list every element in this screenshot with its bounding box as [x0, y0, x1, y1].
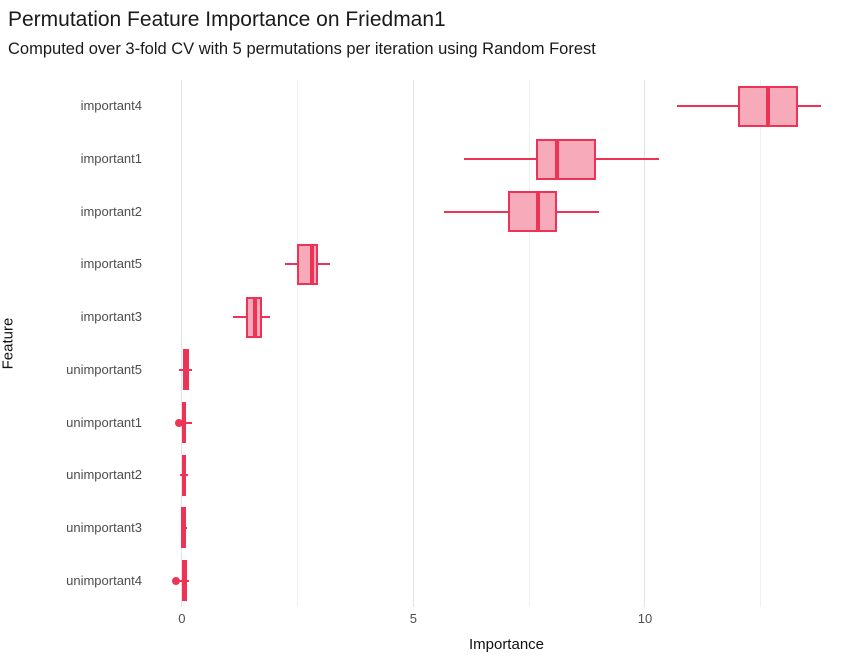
boxplot-outlier [174, 418, 183, 427]
boxplot-box [536, 138, 597, 180]
chart-title: Permutation Feature Importance on Friedm… [8, 8, 446, 31]
boxplot-median [182, 560, 187, 602]
y-tick-label: unimportant2 [66, 467, 142, 483]
y-tick-label: unimportant3 [66, 519, 142, 535]
y-tick-label: important1 [80, 151, 142, 167]
boxplot-median [183, 349, 188, 391]
boxplot-box [296, 243, 318, 285]
y-tick-label: unimportant1 [66, 414, 142, 430]
x-axis-title: Importance [468, 636, 545, 653]
plot-panel [155, 80, 858, 607]
y-tick-label: important3 [80, 309, 142, 325]
y-tick-label: unimportant4 [66, 572, 142, 588]
y-tick-label: important4 [80, 98, 142, 114]
boxplot-median [253, 296, 258, 338]
boxplot-outlier [172, 576, 181, 585]
x-tick-label: 0 [178, 611, 186, 626]
boxplot-median [765, 85, 770, 127]
boxplot-median [309, 243, 314, 285]
y-tick-label: important5 [80, 256, 142, 272]
gridline-minor [528, 80, 530, 607]
chart-subtitle: Computed over 3-fold CV with 5 permutati… [8, 40, 596, 58]
x-tick-label: 5 [409, 611, 418, 626]
y-axis-title: Feature [0, 317, 17, 370]
boxplot-median [181, 507, 186, 549]
boxplot-box [508, 191, 557, 233]
boxplot-median [182, 454, 187, 496]
x-tick-label: 10 [637, 611, 653, 626]
boxplot-median [536, 191, 541, 233]
gridline-minor [760, 80, 762, 607]
gridline-major [412, 80, 414, 607]
boxplot-median [182, 402, 187, 444]
boxplot-median [554, 138, 559, 180]
gridline-major [181, 80, 183, 607]
y-tick-label: important2 [80, 203, 142, 219]
gridline-minor [297, 80, 299, 607]
gridline-major [644, 80, 646, 607]
y-tick-label: unimportant5 [66, 361, 142, 377]
